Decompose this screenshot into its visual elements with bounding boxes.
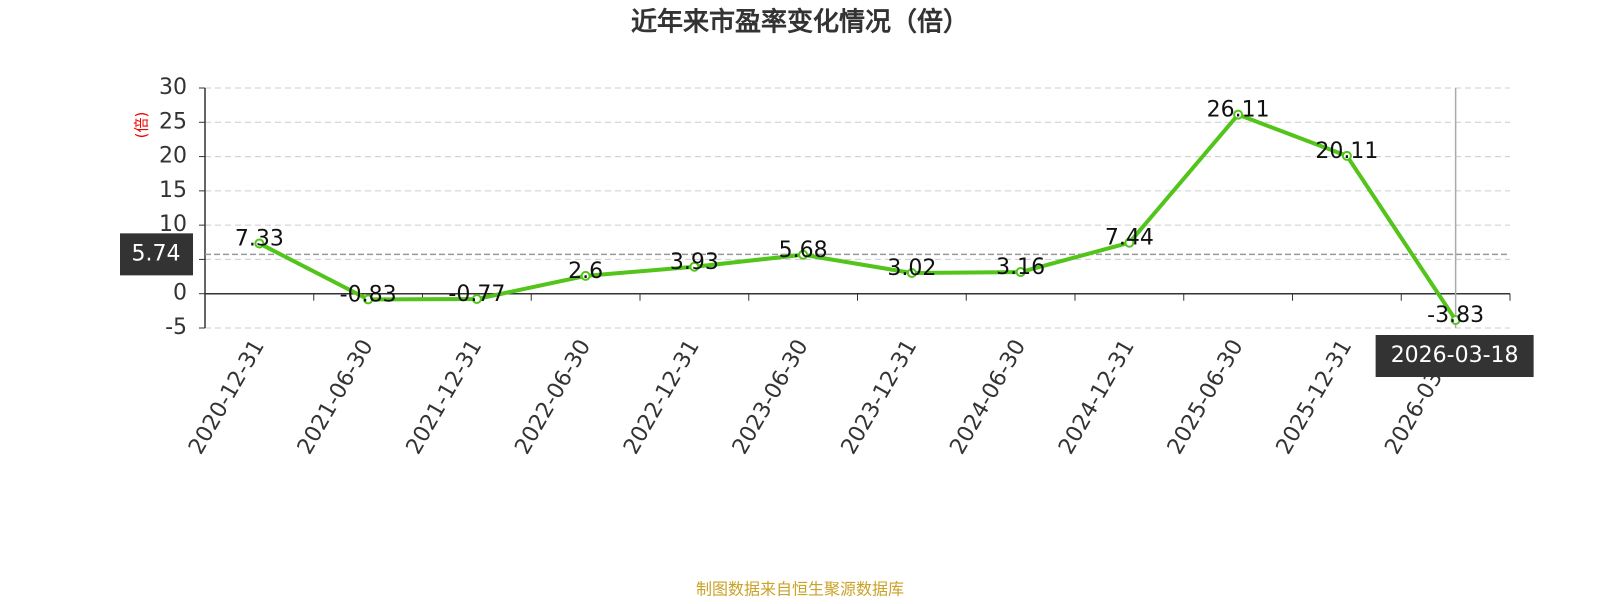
y-tick-label: 30 [159,75,187,100]
data-point [363,294,374,305]
data-point [906,268,917,279]
y-tick-label: 15 [159,178,187,203]
y-tick-label: 20 [159,144,187,169]
x-tick-label: 2023-06-30 [728,336,814,459]
x-tick-label: 2025-06-30 [1163,336,1249,459]
data-label: 20.11 [1315,139,1378,164]
data-point [580,270,591,281]
data-label: 5.68 [779,238,828,263]
y-tick-label: 0 [173,281,187,306]
data-point [1341,150,1352,161]
x-tick-label: 2024-06-30 [945,336,1031,459]
x-tick-label: 2021-06-30 [293,336,379,459]
crosshair-y-box [120,233,193,276]
y-tick-label: -5 [165,315,187,340]
y-tick-label: 10 [159,212,187,237]
x-tick-label: 2025-12-31 [1272,336,1358,459]
source-note: 制图数据来自恒生聚源数据库 [696,580,904,599]
data-point [1233,109,1244,120]
data-label: 3.16 [996,255,1045,280]
y-axis-label: (倍) [133,112,151,139]
data-label: -3.83 [1427,303,1484,328]
crosshair-y-label: 5.74 [132,241,181,266]
data-label: -0.83 [340,282,397,307]
x-tick-label: 2023-12-31 [837,336,923,459]
data-point [471,293,482,304]
data-point [798,249,809,260]
data-point [689,261,700,272]
data-point [1450,314,1461,325]
chart-title: 近年来市盈率变化情况（倍） [631,7,969,38]
data-label: 26.11 [1207,98,1270,123]
data-label: -0.77 [448,282,505,307]
data-point [1124,237,1135,248]
x-tick-label: 2022-06-30 [510,336,596,459]
x-tick-label: 2022-12-31 [619,336,705,459]
data-point [254,238,265,249]
x-tick-label: 2024-12-31 [1054,336,1140,459]
crosshair-x-label: 2026-03-18 [1391,343,1519,368]
line-series [258,112,1458,322]
data-label: 3.93 [670,250,719,275]
crosshair-x-box [1375,335,1534,377]
data-point [1015,267,1026,278]
data-label: 2.6 [568,259,603,284]
data-label: 7.44 [1105,226,1154,251]
x-tick-label: 2020-12-31 [184,336,270,459]
y-tick-label: 25 [159,109,187,134]
x-tick-label: 2021-12-31 [402,336,488,459]
data-label: 7.33 [235,226,284,251]
data-label: 3.02 [887,256,936,281]
